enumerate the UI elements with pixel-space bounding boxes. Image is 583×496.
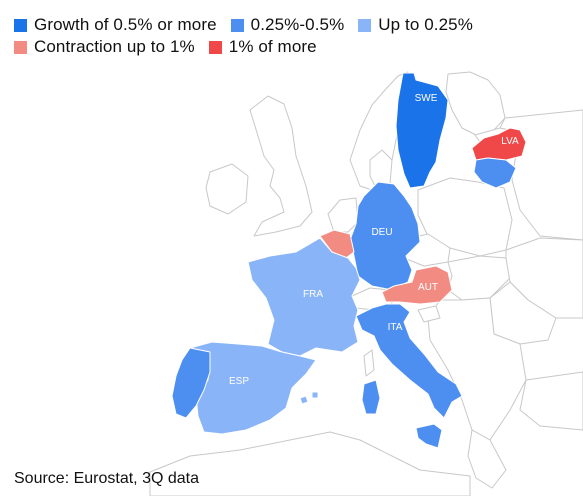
label-deu: DEU [371,227,392,238]
turkey-outline [519,371,583,431]
slovenia-outline [417,305,441,323]
country-ita-sardinia [361,379,381,415]
country-aut [381,265,453,305]
source-note: Source: Eurostat, 3Q data [14,470,199,487]
ireland-outline [205,163,249,215]
legend-swatch [358,18,372,32]
legend-item-growth-05: Growth of 0.5% or more [14,15,217,35]
country-fra [247,237,361,357]
legend-label: Growth of 0.5% or more [34,15,217,34]
legend-label: Up to 0.25% [378,15,473,34]
legend-label: Contraction up to 1% [34,37,195,56]
legend: Growth of 0.5% or more 0.25%-0.5% Up to … [14,14,574,58]
legend-swatch [230,18,244,32]
netherlands-outline [327,197,359,233]
greece-outline [467,429,507,489]
label-aut: AUT [418,282,438,293]
country-swe [395,72,449,189]
legend-swatch [14,40,27,54]
country-prt [171,347,211,419]
island-baleares-2 [311,391,319,399]
label-swe: SWE [415,93,438,104]
country-ita [355,303,463,419]
label-fra: FRA [303,289,323,300]
legend-item-growth-025-05: 0.25%-0.5% [230,15,345,35]
balkans-outline [427,297,527,441]
legend-swatch [208,40,222,54]
legend-row-1: Growth of 0.5% or more 0.25%-0.5% Up to … [14,14,574,36]
label-ita: ITA [388,322,403,333]
britain-outline [249,95,313,237]
label-esp: ESP [229,376,249,387]
legend-row-2: Contraction up to 1% 1% of more [14,36,574,58]
corsica-outline [363,349,375,377]
legend-item-contraction-more: 1% of more [208,37,317,57]
country-ita-sicily [415,423,443,449]
legend-label: 1% of more [228,37,317,56]
legend-item-growth-upto-025: Up to 0.25% [358,15,473,35]
legend-label: 0.25%-0.5% [250,15,345,34]
africa-outline [149,431,471,496]
legend-swatch [14,18,27,32]
island-baleares-1 [299,395,309,405]
legend-item-contraction-1: Contraction up to 1% [14,37,195,57]
country-ltu [473,157,517,189]
finland-outline [445,71,506,137]
label-lva: LVA [501,136,519,147]
